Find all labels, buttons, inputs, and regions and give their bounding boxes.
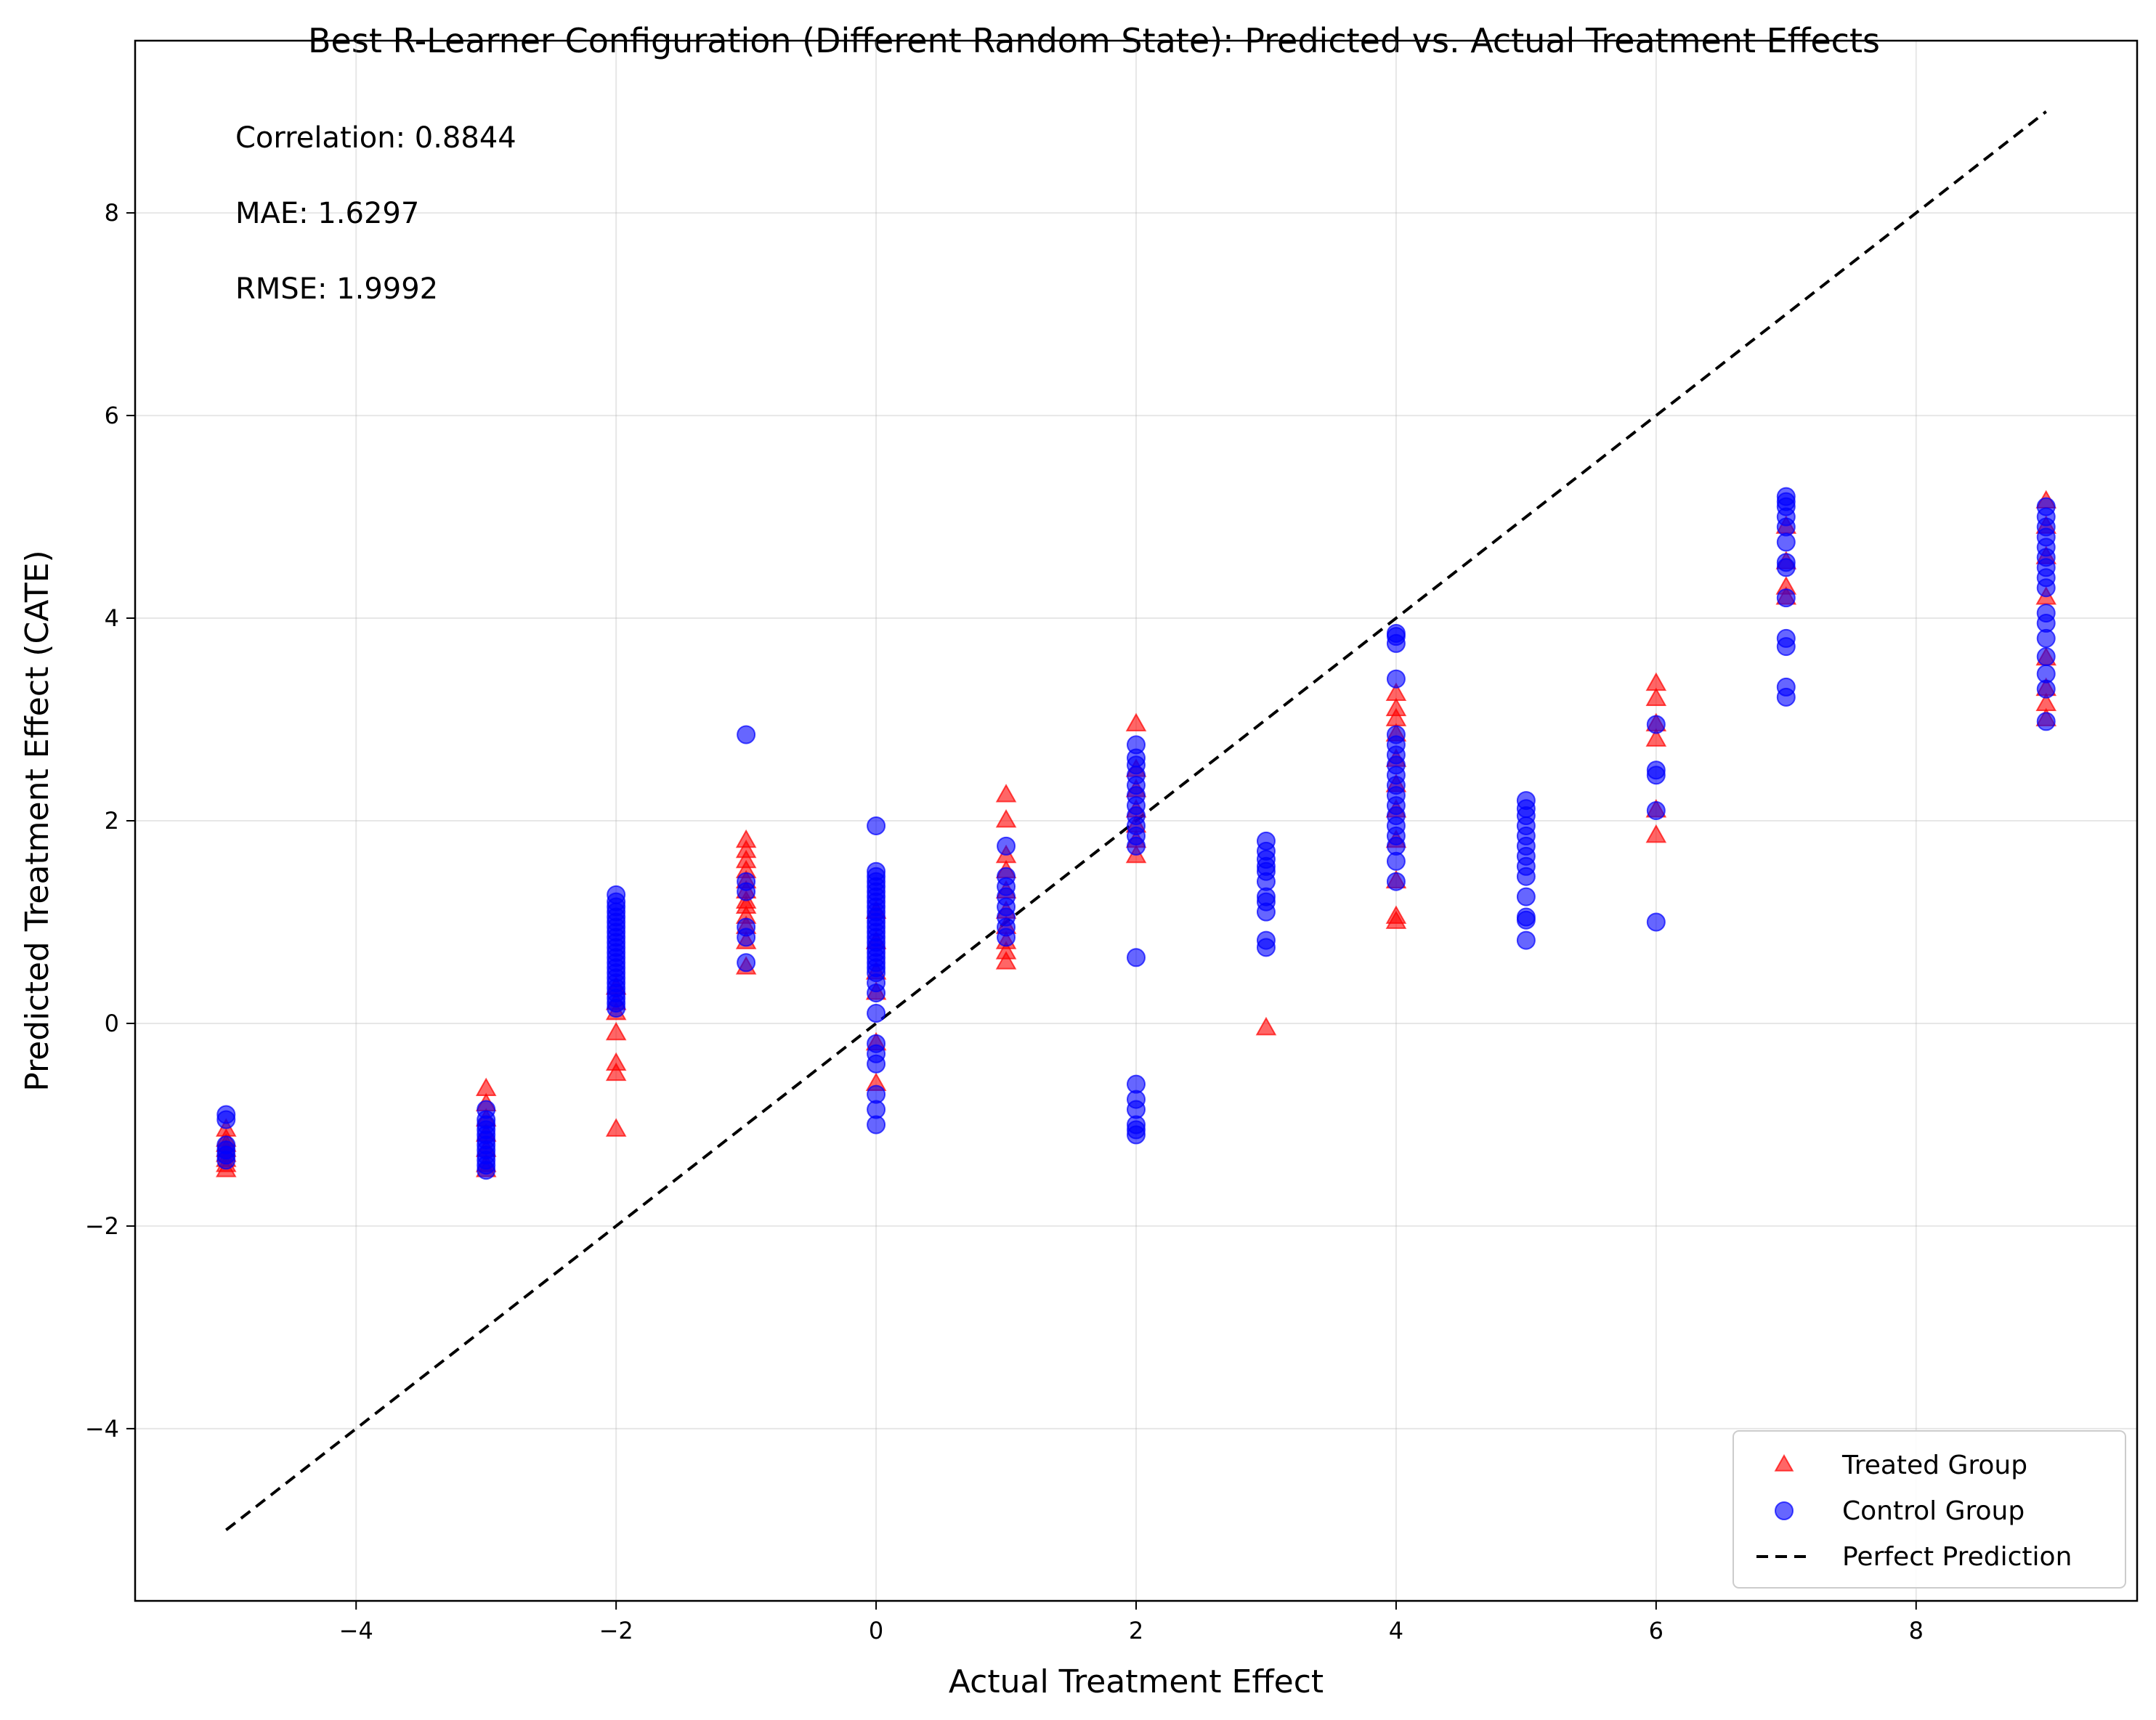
stats-annotation: Correlation: 0.8844 (235, 121, 516, 155)
treated-point (995, 784, 1017, 803)
stats-annotations: Correlation: 0.8844 MAE: 1.6297 RMSE: 1.99… (235, 121, 516, 306)
treated-point (605, 1062, 627, 1082)
y-tick-label: 0 (105, 1010, 119, 1037)
treated-point (1645, 824, 1667, 843)
stats-annotation: MAE: 1.6297 (235, 197, 419, 230)
control-point (216, 1135, 236, 1155)
x-tick-label: −4 (339, 1617, 373, 1644)
control-point (1646, 912, 1666, 932)
x-tick-label: −2 (599, 1617, 633, 1644)
control-point (1516, 791, 1536, 811)
control-point (1776, 677, 1796, 697)
treated-point (735, 839, 757, 859)
control-point (1646, 715, 1666, 734)
control-point (1386, 725, 1406, 745)
legend: Treated Group Control Group Perfect Predic… (1732, 1430, 2126, 1589)
y-tick-label: −4 (85, 1415, 119, 1443)
treated-point (1645, 672, 1667, 691)
control-point (1386, 669, 1406, 689)
control-point (867, 1084, 886, 1104)
y-tick-label: 8 (105, 199, 119, 227)
control-point (2036, 604, 2056, 623)
legend-label: Perfect Prediction (1842, 1542, 2072, 1572)
y-tick-label: 4 (105, 604, 119, 632)
control-point (1127, 948, 1146, 968)
treated-point (1385, 905, 1407, 924)
control-point (1776, 588, 1796, 608)
control-point (1516, 887, 1536, 906)
control-point (2036, 664, 2056, 683)
x-tick-label: 2 (1129, 1617, 1143, 1644)
control-point (216, 1105, 236, 1124)
control-point (867, 1004, 886, 1023)
control-point (737, 917, 756, 937)
treated-point (605, 1052, 627, 1071)
control-point (997, 867, 1016, 886)
stats-annotation: RMSE: 1.9992 (235, 272, 438, 306)
treated-point (1645, 687, 1667, 707)
x-tick-label: 6 (1649, 1617, 1663, 1644)
treated-point (735, 849, 757, 869)
treated-point (1255, 1016, 1277, 1036)
y-tick-label: 2 (105, 807, 119, 835)
control-point (1646, 760, 1666, 780)
treated-point (1385, 682, 1407, 702)
control-point (997, 836, 1016, 856)
treated-point (1385, 697, 1407, 716)
treated-point (1125, 713, 1147, 731)
treated-point (995, 951, 1017, 970)
x-tick-label: 4 (1389, 1617, 1403, 1644)
treated-point (2035, 692, 2057, 711)
control-point (1516, 907, 1536, 927)
control-point (1516, 930, 1536, 950)
control-point (607, 885, 626, 904)
axis-ticks: −4 −2 0 2 4 6 8 −4 −2 0 2 4 6 8 (85, 199, 1924, 1644)
control-point (1127, 1074, 1146, 1094)
legend-control-marker (1775, 1501, 1794, 1520)
treated-point (995, 808, 1017, 828)
control-point (867, 816, 886, 835)
control-point (2036, 497, 2056, 516)
control-point (867, 861, 886, 881)
x-tick-label: 8 (1909, 1617, 1924, 1644)
legend-box (1732, 1430, 2126, 1589)
control-point (1776, 487, 1796, 506)
y-axis-label: Predicted Treatment Effect (CATE) (19, 550, 56, 1091)
treated-point (605, 1021, 627, 1041)
legend-label: Treated Group (1841, 1451, 2027, 1480)
control-point (867, 1034, 886, 1053)
control-point (737, 953, 756, 973)
y-tick-label: 6 (105, 402, 119, 429)
control-point (1127, 735, 1146, 755)
treated-point (735, 829, 757, 848)
treated-point (1645, 728, 1667, 747)
control-point (1776, 628, 1796, 648)
control-point (477, 1100, 496, 1119)
treated-point (995, 941, 1017, 960)
control-point (1646, 801, 1666, 821)
control-points (216, 487, 2056, 1180)
legend-treated-marker (1774, 1453, 1794, 1472)
control-point (1256, 831, 1276, 851)
control-point (2036, 647, 2056, 667)
control-point (1256, 930, 1276, 950)
control-point (1386, 872, 1406, 891)
control-point (1386, 623, 1406, 643)
treated-point (605, 1118, 627, 1137)
y-tick-label: −2 (85, 1212, 119, 1240)
legend-entries: Treated Group Control Group Perfect Predic… (1756, 1451, 2072, 1572)
control-point (737, 725, 756, 745)
control-point (737, 872, 756, 891)
x-axis-label: Actual Treatment Effect (949, 1663, 1324, 1700)
x-tick-label: 0 (869, 1617, 883, 1644)
control-point (2036, 712, 2056, 731)
legend-label: Control Group (1842, 1496, 2025, 1526)
control-point (1776, 553, 1796, 572)
